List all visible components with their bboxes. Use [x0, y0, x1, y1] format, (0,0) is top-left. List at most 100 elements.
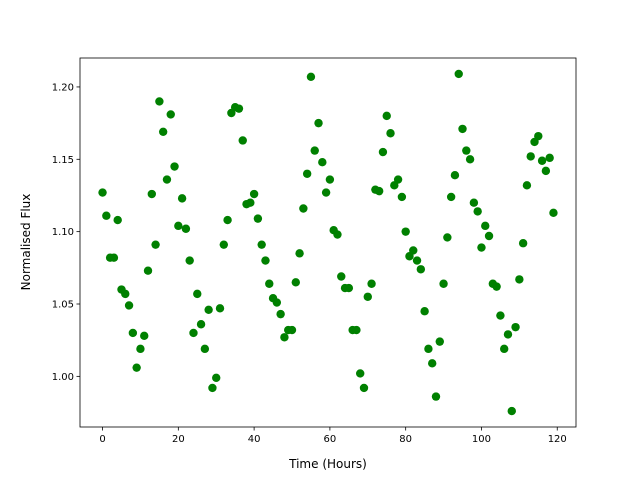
point	[511, 322, 520, 332]
point	[170, 162, 179, 171]
point	[412, 256, 422, 265]
point	[344, 283, 354, 293]
point	[109, 253, 119, 262]
point	[431, 392, 441, 401]
point	[454, 69, 463, 79]
point	[193, 289, 202, 299]
point	[276, 309, 285, 319]
point	[526, 152, 535, 161]
point	[321, 188, 331, 197]
point	[215, 304, 225, 313]
point	[469, 198, 479, 207]
point	[397, 192, 407, 202]
point	[162, 175, 172, 184]
point	[416, 265, 426, 274]
point	[302, 169, 312, 178]
point	[219, 240, 228, 249]
point	[306, 72, 316, 82]
point	[166, 110, 175, 119]
point	[541, 166, 551, 176]
point	[208, 383, 217, 393]
point	[253, 214, 263, 223]
point	[473, 207, 482, 216]
point	[443, 233, 452, 242]
point	[424, 344, 433, 354]
point	[465, 155, 475, 164]
point	[374, 186, 384, 196]
point	[124, 301, 134, 310]
y-tick-label: 1.05	[52, 300, 74, 311]
x-tick-label: 80	[399, 434, 412, 445]
point	[98, 188, 107, 197]
point	[212, 373, 221, 382]
x-tick-label: 0	[99, 434, 105, 445]
point	[492, 282, 501, 291]
y-tick-label: 1.20	[52, 82, 74, 93]
point	[462, 146, 471, 155]
point	[314, 118, 323, 128]
point	[136, 344, 145, 354]
point	[196, 320, 206, 329]
point	[359, 383, 369, 393]
point	[325, 175, 335, 184]
point	[140, 331, 149, 341]
point	[265, 279, 274, 288]
point	[287, 325, 297, 335]
point	[102, 211, 111, 220]
y-tick-label: 1.15	[52, 155, 74, 166]
point	[378, 147, 388, 157]
point	[238, 136, 247, 145]
x-tick-label: 60	[324, 434, 337, 445]
point	[496, 311, 505, 320]
point	[246, 198, 255, 207]
point	[522, 181, 532, 190]
point	[181, 224, 191, 233]
x-tick-label: 40	[248, 434, 261, 445]
x-tick-label: 120	[548, 434, 567, 445]
y-tick-label: 1.00	[52, 372, 74, 383]
point	[143, 266, 153, 275]
point	[534, 131, 543, 141]
point	[545, 153, 554, 163]
point	[503, 330, 513, 339]
point	[386, 129, 395, 138]
y-tick-label: 1.10	[52, 227, 74, 238]
point	[223, 215, 232, 225]
point	[446, 192, 456, 202]
point	[185, 256, 194, 265]
x-axis-label: Time (Hours)	[288, 457, 367, 471]
point	[310, 146, 319, 155]
point	[439, 279, 448, 288]
point	[420, 307, 429, 316]
x-tick-label: 100	[472, 434, 491, 445]
point	[499, 344, 509, 354]
point	[272, 298, 282, 307]
point	[158, 127, 168, 136]
point	[549, 208, 558, 218]
x-tick-label: 20	[172, 434, 185, 445]
point	[458, 124, 467, 134]
point	[291, 278, 300, 287]
point	[174, 221, 183, 231]
point	[204, 305, 213, 314]
point	[177, 194, 187, 203]
point	[367, 279, 376, 288]
point	[189, 328, 198, 338]
point	[280, 333, 289, 342]
point	[155, 97, 164, 106]
point	[128, 328, 138, 338]
point	[299, 204, 308, 213]
point	[507, 406, 516, 416]
point	[249, 189, 259, 199]
point	[147, 189, 157, 199]
point	[393, 175, 403, 184]
point	[363, 292, 372, 301]
point	[113, 215, 122, 225]
point	[200, 344, 210, 354]
y-axis-label: Normalised Flux	[19, 194, 33, 291]
point	[132, 363, 141, 372]
point	[515, 275, 524, 284]
point	[333, 230, 342, 239]
